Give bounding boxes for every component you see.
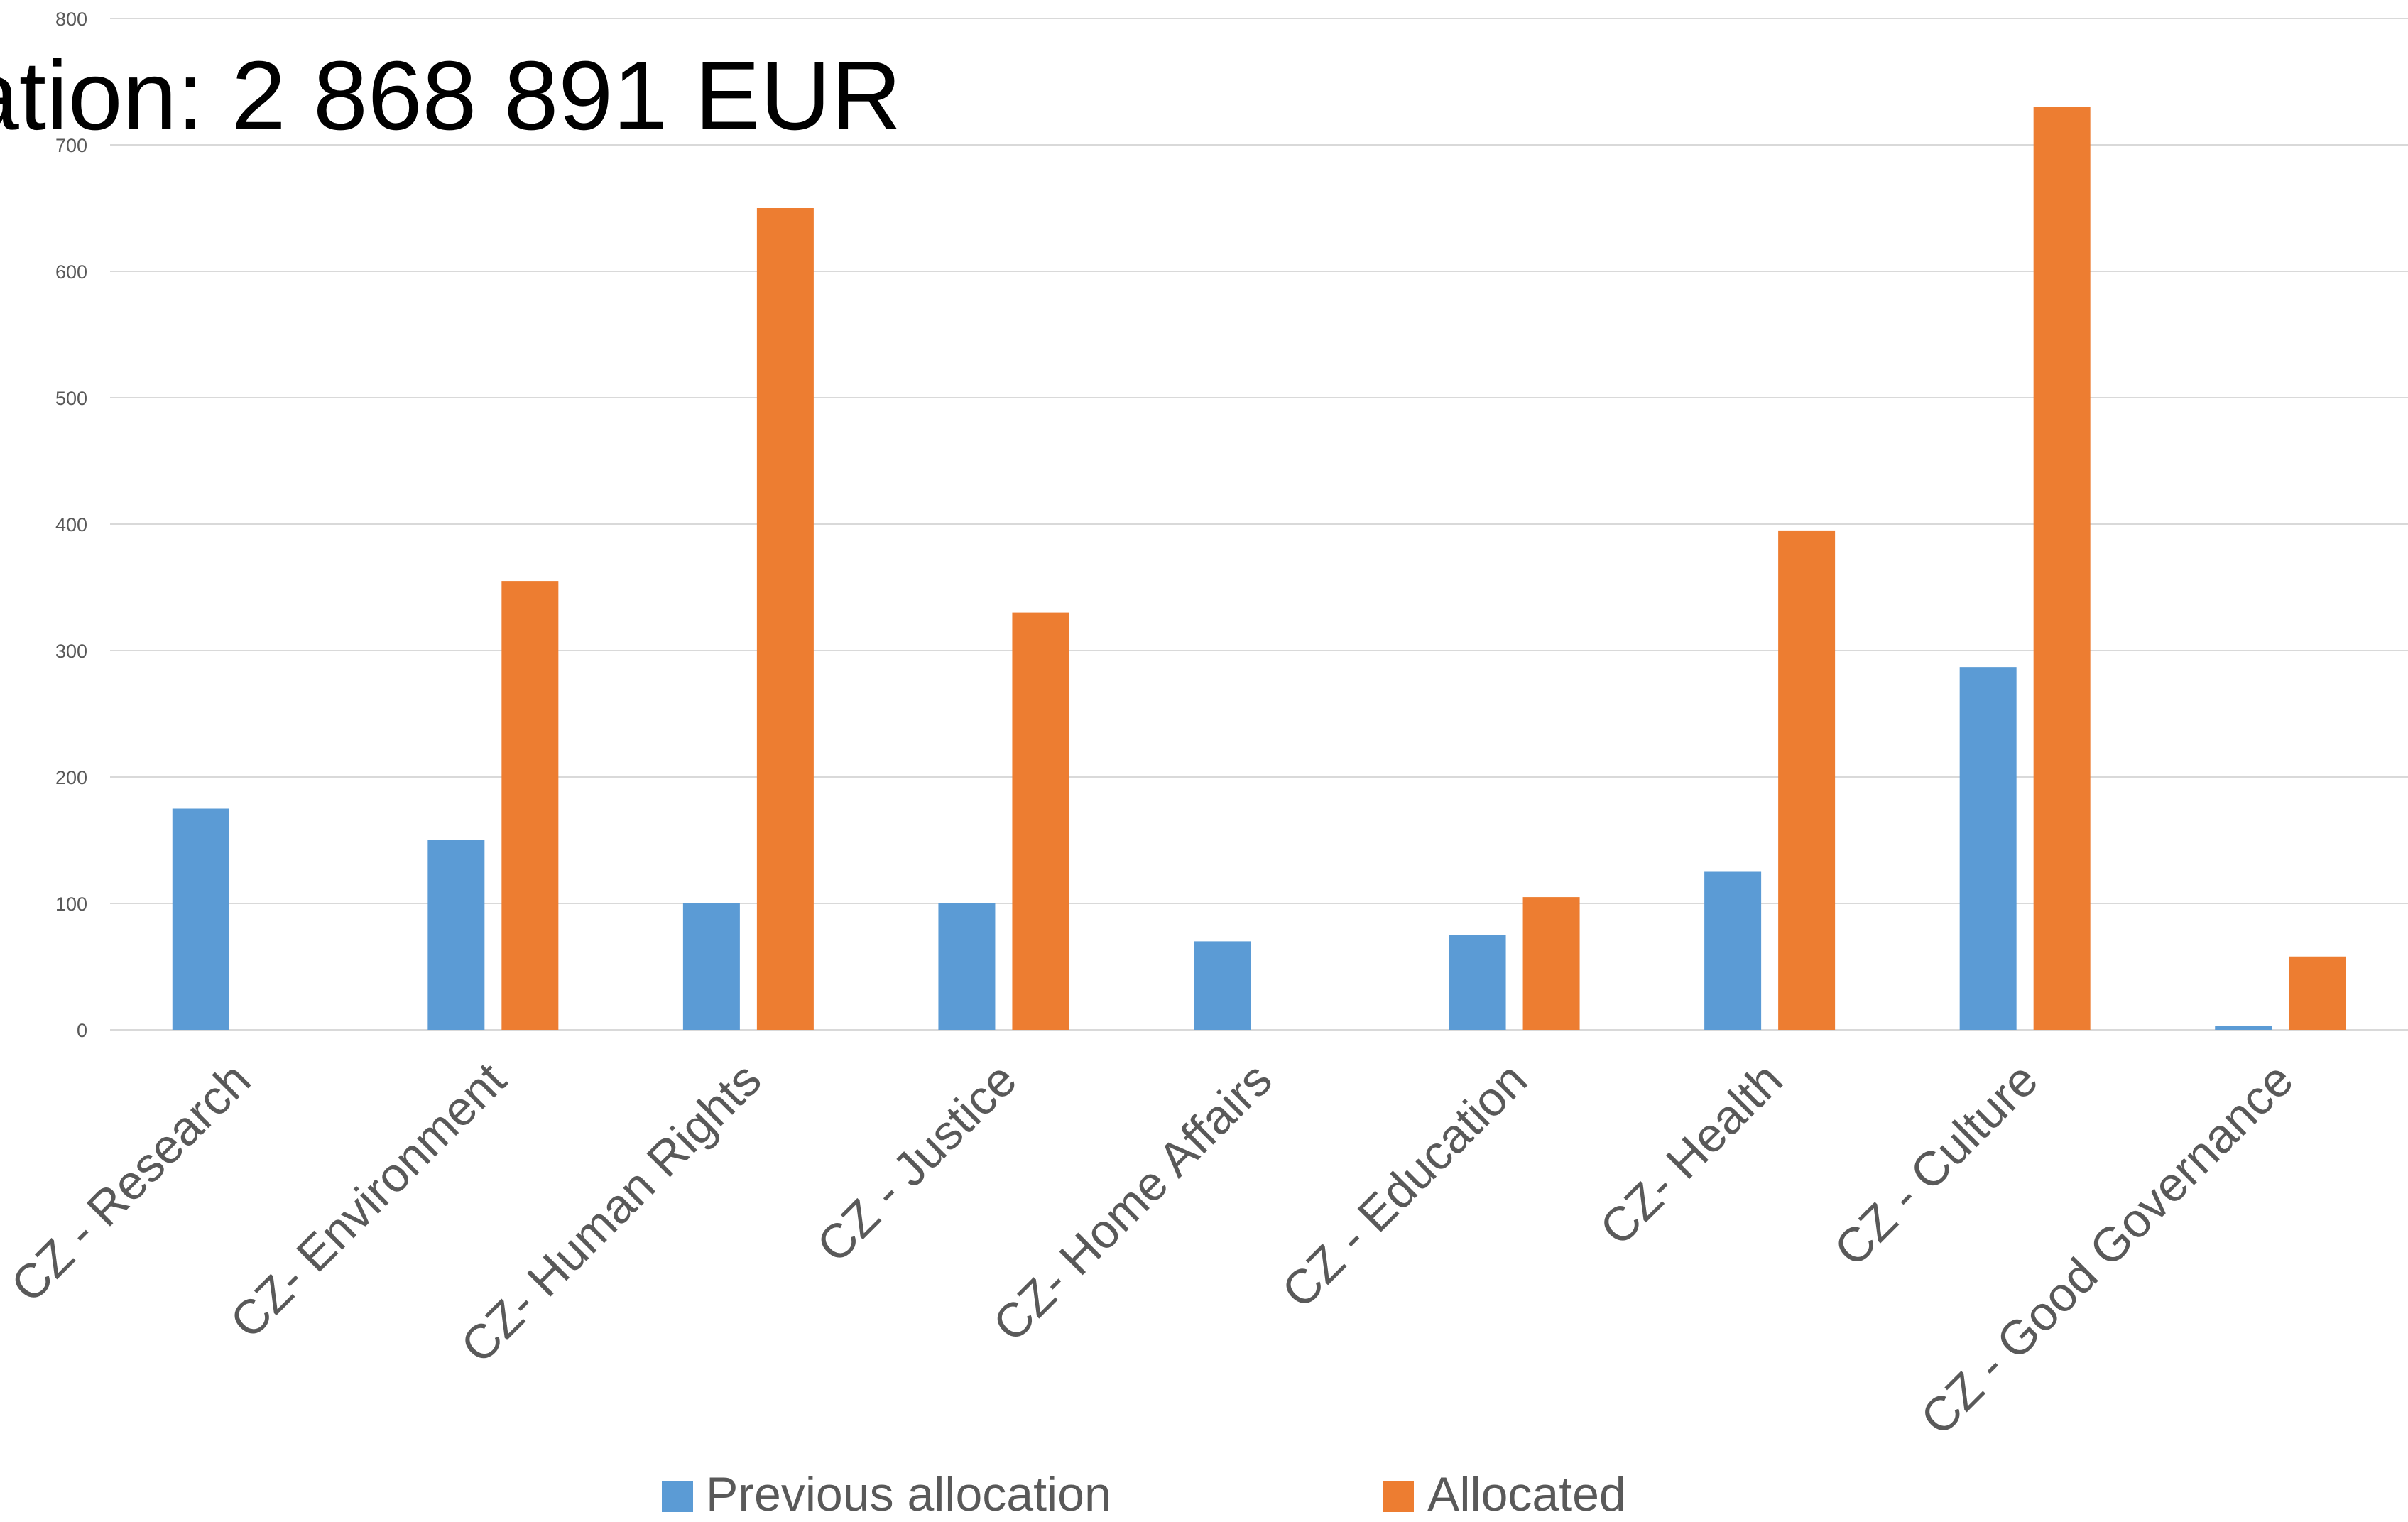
y-tick-label-300: 300 bbox=[55, 641, 87, 662]
y-tick-label-600: 600 bbox=[55, 261, 87, 283]
chart-title: ation: 2 868 891 EUR bbox=[0, 41, 902, 151]
y-axis-ticks: 0 100 200 300 400 500 600 700 800 bbox=[55, 9, 87, 1041]
bar-previous-allocation-2 bbox=[682, 903, 740, 1030]
bar-allocated-8 bbox=[2289, 956, 2346, 1030]
x-category-label-5: CZ - Education bbox=[1272, 1053, 1537, 1318]
y-tick-label-800: 800 bbox=[55, 9, 87, 30]
bar-previous-allocation-4 bbox=[1194, 941, 1251, 1030]
bar-previous-allocation-0 bbox=[172, 808, 229, 1030]
bar-previous-allocation-5 bbox=[1449, 935, 1506, 1030]
bar-previous-allocation-8 bbox=[2215, 1026, 2272, 1030]
legend-label-previous-allocation: Previous allocation bbox=[706, 1467, 1111, 1518]
bar-previous-allocation-1 bbox=[427, 840, 485, 1030]
bars bbox=[172, 107, 2346, 1031]
bar-previous-allocation-6 bbox=[1704, 871, 1762, 1030]
gridlines bbox=[110, 18, 2408, 1031]
bar-previous-allocation-7 bbox=[1959, 667, 2017, 1030]
legend-label-allocated: Allocated bbox=[1427, 1467, 1626, 1518]
y-tick-label-100: 100 bbox=[55, 893, 87, 915]
y-tick-label-700: 700 bbox=[55, 135, 87, 156]
x-category-label-3: CZ - Justice bbox=[807, 1053, 1027, 1273]
x-category-label-7: CZ - Culture bbox=[1824, 1053, 2049, 1277]
bar-allocated-1 bbox=[501, 581, 559, 1030]
y-tick-label-400: 400 bbox=[55, 514, 87, 536]
legend-swatch-allocated bbox=[1383, 1481, 1414, 1512]
x-category-label-0: CZ - Research bbox=[1, 1053, 261, 1312]
chart-title-group: ation: 2 868 891 EUR bbox=[0, 41, 902, 151]
y-tick-label-200: 200 bbox=[55, 767, 87, 788]
legend: Previous allocation Allocated bbox=[662, 1467, 1626, 1521]
bar-allocated-5 bbox=[1522, 897, 1580, 1030]
bar-previous-allocation-3 bbox=[938, 903, 996, 1030]
x-category-label-6: CZ- Health bbox=[1590, 1053, 1793, 1256]
legend-swatch-previous-allocation bbox=[662, 1481, 693, 1512]
x-category-label-4: CZ- Home Affairs bbox=[983, 1053, 1282, 1352]
x-category-label-1: CZ- Environment bbox=[220, 1053, 516, 1349]
bar-allocated-2 bbox=[756, 208, 814, 1030]
bar-allocated-3 bbox=[1012, 612, 1069, 1030]
bar-allocated-6 bbox=[1778, 530, 1836, 1030]
bar-allocated-7 bbox=[2033, 107, 2091, 1031]
y-tick-label-0: 0 bbox=[77, 1020, 87, 1041]
y-tick-label-500: 500 bbox=[55, 388, 87, 409]
